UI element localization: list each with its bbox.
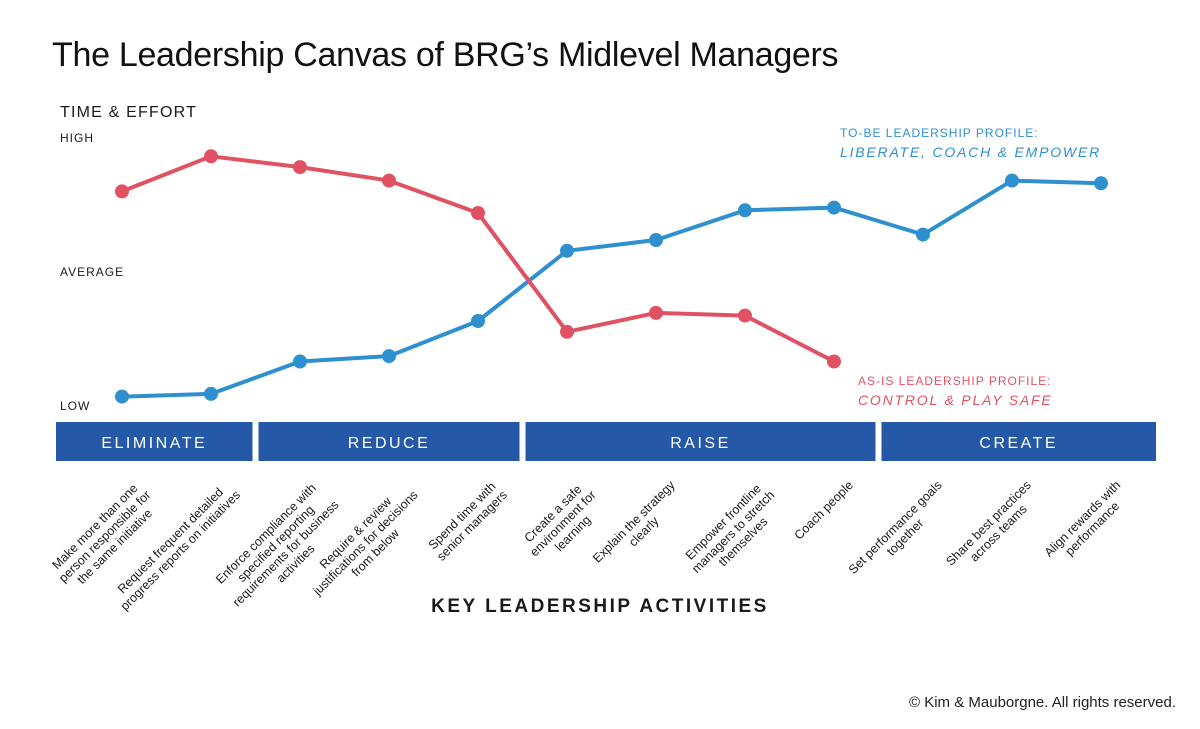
to-be-point-7 [738, 203, 752, 218]
as-is-series-line [120, 154, 836, 364]
to-be-point-0 [115, 389, 129, 404]
to-be-point-5 [560, 243, 574, 258]
as-is-profile-subtitle: CONTROL & PLAY SAFE [858, 392, 1053, 408]
to-be-profile-subtitle: LIBERATE, COACH & EMPOWER [840, 144, 1101, 160]
as-is-point-4 [471, 206, 485, 220]
to-be-profile-title: TO-BE LEADERSHIP PROFILE: [840, 126, 1039, 140]
to-be-point-6 [649, 233, 663, 247]
to-be-point-8 [827, 200, 841, 215]
to-be-point-9 [916, 227, 930, 242]
y-tick-low: LOW [60, 399, 91, 413]
group-label-create: CREATE [979, 435, 1058, 452]
group-label-raise: RAISE [670, 435, 731, 452]
group-band-reduce [258, 422, 520, 461]
copyright-notice: © Kim & Mauborgne. All rights reserved. [909, 694, 1176, 711]
to-be-profile-label: TO-BE LEADERSHIP PROFILE: LIBERATE, COAC… [840, 126, 1101, 160]
group-band-create [881, 422, 1156, 461]
as-is-point-0 [115, 184, 129, 199]
group-band-eliminate [56, 422, 253, 461]
as-is-point-8 [827, 354, 841, 369]
as-is-profile-title: AS-IS LEADERSHIP PROFILE: [858, 374, 1052, 388]
group-label-reduce: REDUCE [348, 435, 431, 452]
as-is-point-6 [649, 305, 663, 320]
as-is-point-2 [293, 160, 307, 175]
to-be-point-11 [1094, 176, 1108, 191]
to-be-point-10 [1005, 173, 1019, 188]
to-be-point-2 [293, 354, 307, 369]
group-label-eliminate: ELIMINATE [101, 435, 207, 452]
as-is-point-1 [204, 149, 218, 164]
as-is-point-3 [382, 173, 396, 188]
y-axis-label: TIME & EFFORT [60, 104, 198, 121]
as-is-point-5 [560, 324, 574, 339]
x-axis-label: KEY LEADERSHIP ACTIVITIES [431, 596, 769, 617]
to-be-series-line [120, 178, 1103, 399]
to-be-point-4 [471, 314, 485, 328]
as-is-point-7 [738, 308, 752, 323]
as-is-profile-label: AS-IS LEADERSHIP PROFILE: CONTROL & PLAY… [858, 374, 1052, 408]
to-be-point-1 [204, 386, 218, 401]
y-tick-average: AVERAGE [60, 265, 125, 279]
to-be-point-3 [382, 349, 396, 364]
chart-title: The Leadership Canvas of BRG’s Midlevel … [52, 36, 839, 74]
group-band-raise [525, 422, 876, 461]
y-tick-high: HIGH [60, 131, 94, 145]
